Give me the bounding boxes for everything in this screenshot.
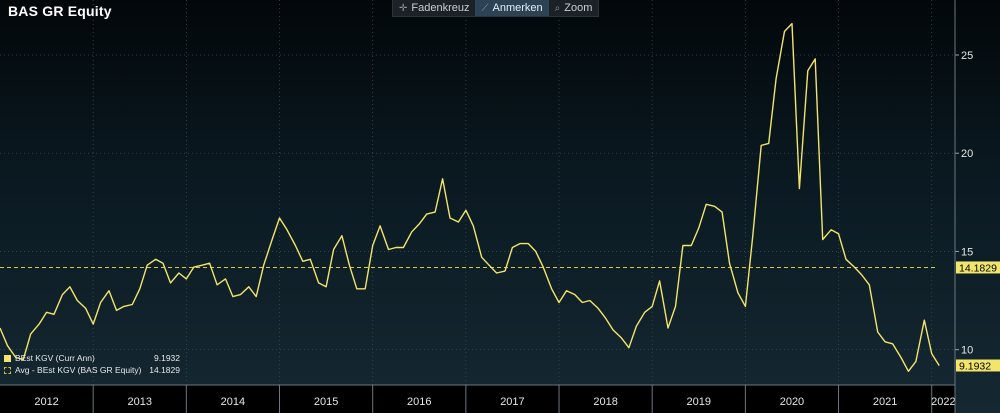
x-tick-label: 2018	[593, 396, 617, 408]
x-tick-label: 2020	[780, 396, 804, 408]
legend-swatch-dashed	[4, 366, 11, 374]
series-group	[0, 22, 940, 372]
legend: BEst KGV (Curr Ann) 9.1932 Avg - BEst KG…	[4, 352, 180, 376]
legend-average-value: 14.1829	[149, 365, 180, 375]
x-tick-label: 2015	[314, 396, 338, 408]
y-tick-label: 15	[961, 246, 973, 258]
y-tick-label: 10	[961, 345, 973, 357]
legend-series-label: BEst KGV (Curr Ann)	[15, 353, 95, 363]
legend-item-series[interactable]: BEst KGV (Curr Ann) 9.1932	[4, 352, 180, 364]
magnifier-icon: ⌕	[554, 2, 561, 14]
series-line	[0, 22, 940, 372]
y-tick-label: 25	[961, 50, 973, 62]
y-axis: 10 15 20 25	[954, 0, 973, 413]
crosshair-button[interactable]: ✛ Fadenkreuz	[393, 0, 475, 16]
pencil-icon: ⟋	[481, 2, 489, 14]
legend-series-value: 9.1932	[154, 353, 180, 363]
x-tick-label: 2012	[34, 396, 58, 408]
chart-toolbar: ✛ Fadenkreuz ⟋ Anmerken ⌕ Zoom	[392, 0, 600, 17]
legend-swatch-solid	[4, 354, 11, 362]
x-tick-label: 2017	[500, 396, 524, 408]
grid	[0, 0, 956, 385]
x-tick-label: 2014	[221, 396, 245, 408]
last-value-badge-label: 9.1932	[959, 360, 991, 372]
x-tick-label: 2019	[687, 396, 711, 408]
x-tick-label: 2022	[931, 396, 955, 408]
page-title: BAS GR Equity	[8, 3, 112, 19]
y-tick-label: 20	[961, 148, 973, 160]
x-axis: 2012 2013 2014 2015 2016 2017 2018 2019 2020 2021…	[0, 384, 956, 413]
annotate-label: Anmerken	[492, 2, 543, 14]
zoom-button[interactable]: ⌕ Zoom	[549, 0, 599, 16]
legend-average-label: Avg - BEst KGV (BAS GR Equity)	[15, 365, 142, 375]
x-tick-label: 2013	[128, 396, 152, 408]
average-badge-box	[956, 261, 1000, 274]
legend-item-average[interactable]: Avg - BEst KGV (BAS GR Equity) 14.1829	[4, 364, 180, 376]
x-tick-label: 2016	[407, 396, 431, 408]
annotate-button[interactable]: ⟋ Anmerken	[475, 0, 549, 16]
crosshair-icon: ✛	[399, 2, 408, 14]
crosshair-label: Fadenkreuz	[411, 2, 470, 14]
x-axis-band	[0, 385, 955, 413]
last-value-badge-box	[956, 359, 1000, 372]
value-badges: 14.1829 9.1932	[956, 261, 1000, 372]
average-badge-label: 14.1829	[959, 262, 997, 274]
x-tick-label: 2021	[873, 396, 897, 408]
zoom-label: Zoom	[564, 2, 593, 14]
